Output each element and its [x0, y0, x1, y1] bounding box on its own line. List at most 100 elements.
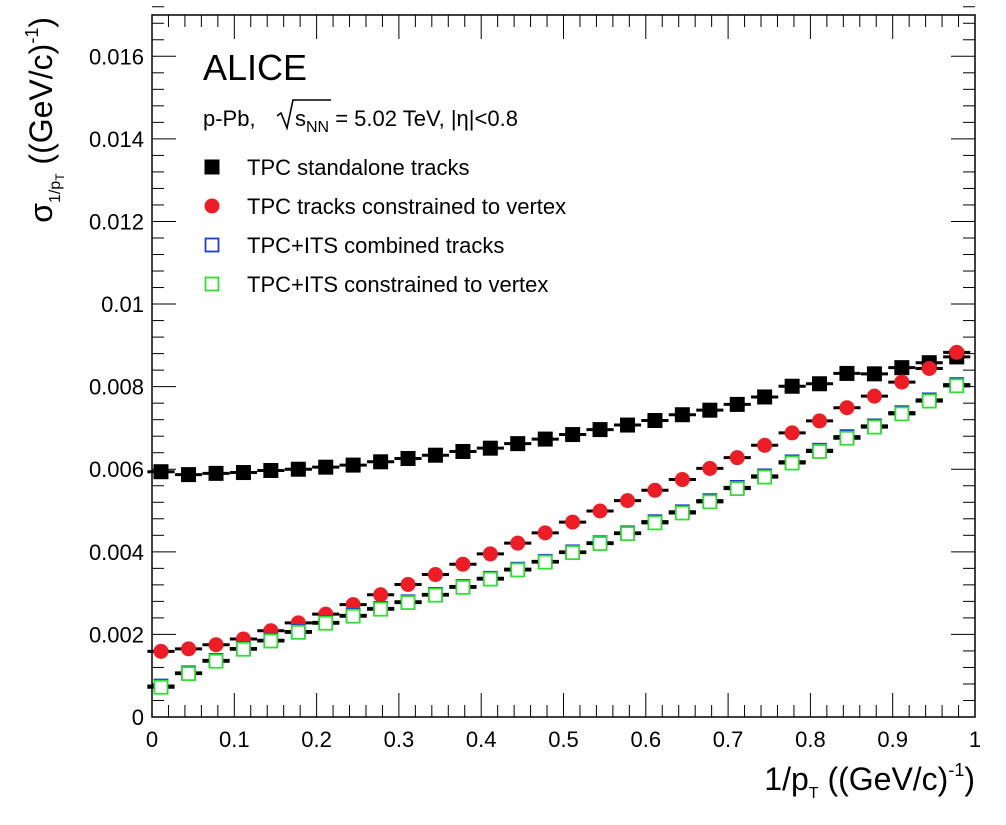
data-point — [208, 653, 224, 669]
data-point — [620, 493, 636, 509]
legend-marker — [204, 237, 220, 253]
y-tick-label: 0.014 — [89, 127, 144, 152]
data-point — [702, 494, 718, 510]
data-point — [565, 514, 581, 530]
y-tick-label: 0.012 — [89, 209, 144, 234]
data-point — [592, 503, 608, 519]
data-point — [839, 430, 855, 446]
data-point — [839, 400, 855, 416]
data-point — [318, 615, 334, 631]
y-tick-label: 0.016 — [89, 44, 144, 69]
y-tick-label: 0.01 — [101, 292, 144, 317]
legend-entry: TPC+ITS constrained to vertex — [204, 272, 548, 297]
data-point — [757, 469, 773, 485]
data-point — [537, 525, 553, 541]
series-2 — [147, 344, 971, 659]
data-point — [894, 406, 910, 422]
data-point — [537, 431, 553, 447]
plot-frame — [151, 14, 976, 718]
data-point — [812, 444, 827, 459]
legend-marker — [204, 198, 220, 214]
x-tick-label: 0.8 — [795, 727, 826, 752]
x-tick-label: 0.6 — [631, 727, 662, 752]
legend-label: TPC tracks constrained to vertex — [247, 194, 566, 219]
data-point — [318, 459, 334, 475]
x-tick-label: 0.3 — [384, 727, 415, 752]
data-point — [729, 450, 745, 466]
sqrt-s: s — [295, 106, 306, 131]
data-point — [757, 437, 773, 453]
sqrt-symbol — [276, 99, 331, 131]
legend-label: TPC standalone tracks — [247, 155, 470, 180]
x-tick-label: 1 — [969, 727, 981, 752]
sqrt-s-sub: NN — [306, 119, 329, 136]
system-text: p-Pb, sNN = 5.02 TeV, |η|<0.8 — [203, 99, 518, 136]
data-point — [674, 505, 690, 521]
data-point — [400, 595, 416, 611]
data-point — [647, 413, 663, 429]
data-point — [921, 393, 937, 409]
data-point — [482, 440, 498, 456]
data-point — [702, 402, 718, 418]
system-energy: = 5.02 TeV, |η|<0.8 — [329, 106, 518, 131]
data-point — [428, 587, 443, 603]
data-point — [674, 407, 690, 423]
system-prefix: p-Pb, — [203, 106, 256, 131]
data-point — [400, 450, 416, 466]
data-point — [427, 567, 443, 583]
data-point — [153, 679, 169, 695]
data-point — [784, 455, 800, 471]
legend-marker — [204, 159, 220, 175]
data-point — [894, 360, 910, 376]
data-point — [373, 587, 389, 603]
legend-entry: TPC standalone tracks — [204, 155, 470, 180]
data-point — [894, 374, 910, 390]
series-1 — [147, 349, 971, 483]
series-4 — [147, 378, 971, 695]
data-point — [592, 422, 608, 438]
legend-entry: TPC tracks constrained to vertex — [204, 194, 566, 219]
data-point — [208, 637, 224, 653]
data-point — [949, 378, 965, 394]
data-point — [537, 554, 553, 570]
data-point — [702, 460, 718, 476]
data-point — [757, 389, 773, 405]
x-axis-title: 1/pT ((GeV/c)-1) — [764, 760, 975, 802]
data-point — [949, 344, 965, 360]
legend-label: TPC+ITS combined tracks — [247, 233, 504, 258]
data-point — [373, 454, 389, 470]
y-axis-title: σ1/pT ((GeV/c)-1) — [22, 17, 67, 223]
y-tick-label: 0 — [132, 705, 144, 730]
data-point — [620, 417, 636, 433]
data-point — [812, 376, 828, 392]
data-point — [921, 360, 937, 376]
data-point — [290, 461, 306, 477]
data-point — [784, 425, 800, 441]
data-point — [455, 579, 471, 595]
data-point — [455, 556, 471, 572]
data-point — [263, 633, 279, 649]
data-point — [674, 472, 690, 488]
data-point — [236, 641, 251, 657]
legend-marker — [204, 276, 220, 292]
data-point — [510, 436, 526, 452]
data-point — [482, 546, 498, 562]
experiment-label: ALICE — [203, 47, 307, 88]
data-point — [345, 457, 361, 473]
data-point — [565, 427, 581, 443]
x-tick-label: 0.1 — [219, 727, 250, 752]
x-tick-label: 0.5 — [548, 727, 579, 752]
data-point — [620, 526, 635, 542]
data-point — [510, 535, 526, 551]
data-point — [263, 462, 279, 478]
x-tick-label: 0.4 — [466, 727, 497, 752]
data-point — [373, 601, 389, 617]
x-tick-label: 0 — [146, 727, 158, 752]
svg-text:sNN = 5.02 TeV, |η|<0.8: sNN = 5.02 TeV, |η|<0.8 — [295, 106, 518, 136]
x-tick-label: 0.9 — [877, 727, 908, 752]
data-point — [400, 576, 416, 592]
y-tick-label: 0.002 — [89, 622, 144, 647]
data-point — [784, 378, 800, 394]
x-tick-label: 0.7 — [713, 727, 744, 752]
data-point — [455, 443, 471, 459]
